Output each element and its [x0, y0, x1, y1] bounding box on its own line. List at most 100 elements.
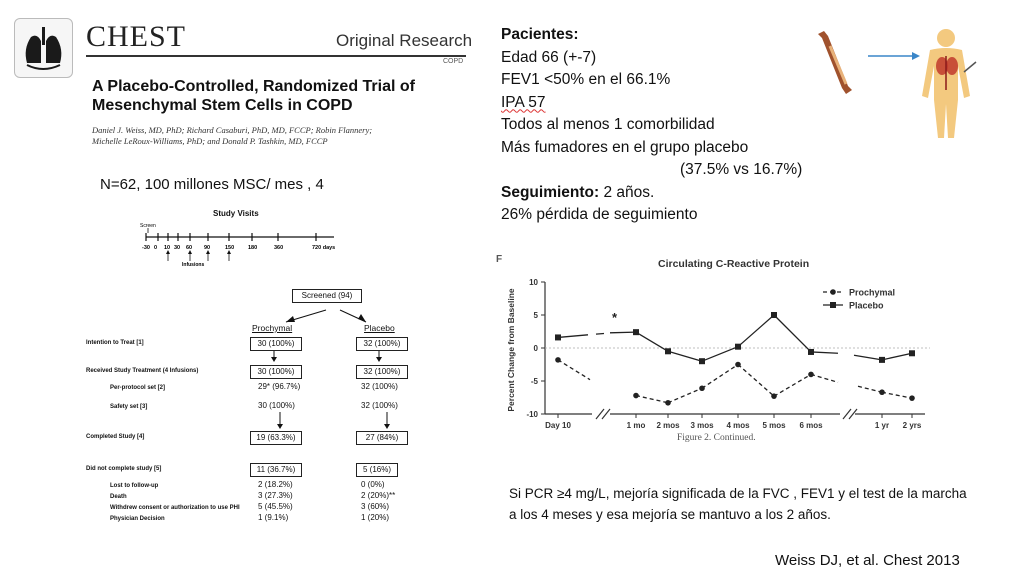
patients-ipa: IPA 57	[501, 93, 546, 111]
flow-placebo-value: 27 (84%)	[356, 431, 408, 445]
y-tick-label: -10	[526, 410, 538, 419]
flow-row-label: Per-protocol set [2]	[110, 385, 166, 391]
patients-comorbidity: Todos al menos 1 comorbilidad	[501, 116, 715, 133]
infusion-arrow-head	[188, 250, 192, 254]
placebo-point	[735, 343, 741, 350]
x-tick-label: Day 10	[545, 421, 571, 430]
arm-placebo-label: Placebo	[364, 323, 395, 333]
infusion-arrow-head	[166, 250, 170, 254]
crp-line-chart: Circulating C-Reactive Protein Percent Ch…	[506, 258, 930, 430]
placebo-point	[555, 334, 561, 341]
patients-smokers-pct: (37.5% vs 16.7%)	[680, 161, 803, 178]
flow-prochymal-value: 5 (45.5%)	[258, 502, 293, 511]
timeline-tick-label: -30	[142, 245, 150, 251]
flow-row-label: Physician Decision	[110, 516, 165, 522]
arrow-icon	[868, 52, 920, 60]
flow-row-label: Lost to follow-up	[110, 483, 159, 489]
series-stub-prochymal	[810, 373, 839, 383]
timeline-tick-label: 60	[186, 245, 192, 251]
flow-prochymal-value: 30 (100%)	[258, 401, 295, 410]
chart-title: Circulating C-Reactive Protein	[658, 258, 809, 270]
series-stub-prochymal	[557, 359, 591, 381]
x-tick-label: 3 mos	[690, 421, 714, 430]
infusion-arrow-head	[206, 250, 210, 254]
flow-prochymal-value: 3 (27.3%)	[258, 491, 293, 500]
chart-ylabel: Percent Change from Baseline	[506, 288, 516, 412]
legend-marker	[830, 302, 836, 308]
timeline-tick-label: 30	[174, 245, 180, 251]
prochymal-point	[735, 361, 741, 368]
sample-size-line: N=62, 100 millones MSC/ mes , 4	[100, 176, 324, 193]
x-tick-label: 4 mos	[726, 421, 750, 430]
x-tick-label: 1 mo	[627, 421, 646, 430]
series-line-placebo	[667, 350, 703, 362]
topic-label: COPD	[443, 58, 464, 65]
series-line-placebo	[701, 346, 739, 362]
patients-heading: Pacientes:	[501, 26, 579, 43]
flow-placebo-value: 32 (100%)	[361, 382, 398, 391]
infusion-arrow-head	[227, 250, 231, 254]
flow-placebo-value: 5 (16%)	[356, 463, 398, 477]
section-label: Original Research	[336, 31, 473, 50]
flow-prochymal-value: 19 (63.3%)	[250, 431, 302, 445]
journal-logo	[14, 18, 73, 78]
series-stub-placebo	[557, 334, 589, 339]
flow-prochymal-value: 30 (100%)	[250, 337, 302, 351]
axis-break	[842, 408, 852, 420]
citation: Weiss DJ, et al. Chest 2013	[775, 552, 960, 569]
conclusion-text: Si PCR ≥4 mg/L, mejoría significada de l…	[509, 483, 967, 525]
flow-connectors	[271, 309, 390, 429]
infusions-label: Infusions	[182, 262, 204, 268]
timeline-tick-label: 90	[204, 245, 210, 251]
patients-smokers: Más fumadores en el grupo placebo	[501, 138, 749, 156]
y-tick-label: 5	[534, 311, 539, 320]
series-stub-placebo	[609, 331, 637, 334]
bone-icon	[818, 31, 852, 94]
placebo-point	[633, 329, 639, 336]
paper-title-line1: A Placebo-Controlled, Randomized Trial o…	[92, 78, 415, 95]
legend-label: Placebo	[849, 301, 884, 311]
axis-break	[595, 408, 605, 420]
flow-prochymal-value: 30 (100%)	[250, 365, 302, 379]
flow-placebo-value: 3 (60%)	[361, 502, 390, 511]
significance-annotation: *	[612, 310, 618, 325]
arm-prochymal-label: Prochymal	[252, 323, 293, 333]
placebo-point	[699, 358, 705, 365]
series-line-placebo	[737, 314, 775, 348]
flow-row-label: Safety set [3]	[110, 404, 148, 410]
flow-row-label: Death	[110, 494, 127, 500]
series-stub-placebo	[853, 354, 883, 361]
authors-line2: Michelle LeRoux-Williams, PhD; and Donal…	[92, 136, 328, 146]
patients-age: Edad 66 (+-7)	[501, 48, 597, 66]
timeline-tick-label: 10	[164, 245, 170, 251]
prochymal-point	[555, 357, 561, 363]
flow-row-label: Completed Study [4]	[86, 434, 145, 440]
prochymal-point	[771, 393, 777, 399]
flow-prochymal-value: 1 (9.1%)	[258, 513, 289, 522]
placebo-point	[909, 350, 915, 357]
flow-prochymal-value: 29* (96.7%)	[258, 382, 301, 391]
flow-row-label: Withdrew consent or authorization to use…	[110, 505, 240, 511]
timeline-tick-label: 150	[225, 245, 234, 251]
series-line-prochymal	[737, 364, 775, 397]
series-line-prochymal	[881, 391, 913, 399]
series-stub-prochymal	[857, 385, 883, 393]
x-tick-label: 5 mos	[762, 421, 786, 430]
prochymal-point	[808, 371, 814, 378]
followup-loss: 26% pérdida de seguimiento	[501, 206, 698, 223]
flow-prochymal-value: 11 (36.7%)	[250, 463, 302, 477]
panel-letter: F	[496, 254, 503, 265]
flow-chart: Screened (94) Prochymal Placebo Intentio…	[86, 286, 466, 526]
flow-placebo-value: 2 (20%)**	[361, 491, 396, 500]
prochymal-point	[633, 392, 639, 399]
series-line-prochymal	[635, 394, 669, 404]
prochymal-point	[699, 385, 705, 392]
series-line-placebo	[773, 314, 812, 353]
series-line-prochymal	[667, 387, 703, 404]
axis-break	[848, 408, 858, 420]
legend-label: Prochymal	[849, 288, 895, 298]
x-tick-label: 2 mos	[656, 421, 680, 430]
header-rule	[86, 55, 466, 57]
y-tick-label: 10	[529, 278, 538, 287]
x-tick-label: 6 mos	[799, 421, 823, 430]
